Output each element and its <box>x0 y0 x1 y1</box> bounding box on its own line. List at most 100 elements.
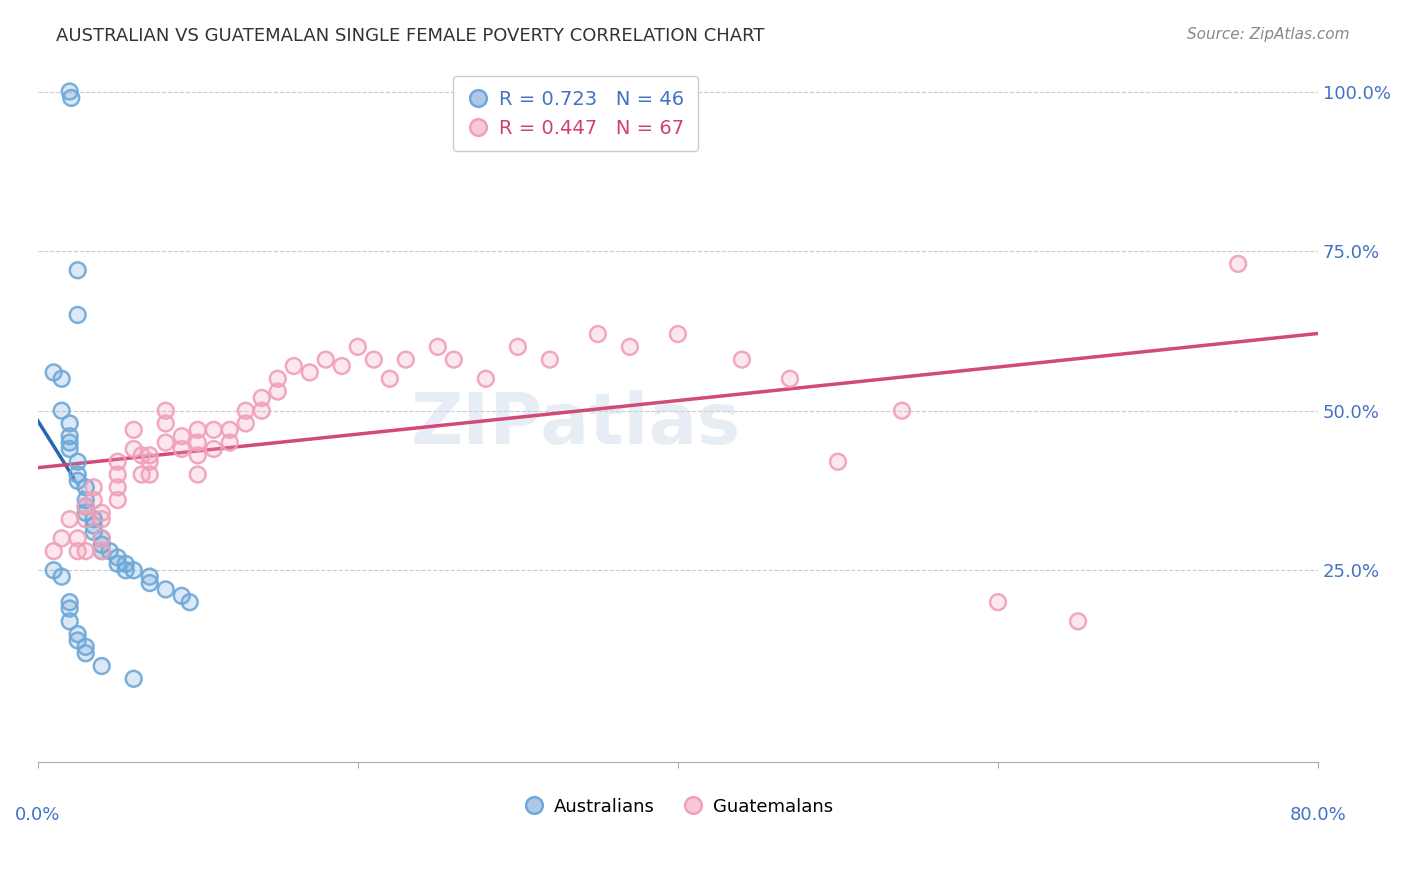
Point <box>187 435 209 450</box>
Point <box>891 403 914 417</box>
Point <box>75 544 97 558</box>
Point <box>42 563 65 577</box>
Point <box>987 595 1010 609</box>
Point <box>75 506 97 520</box>
Point <box>66 474 89 488</box>
Point <box>202 423 225 437</box>
Point <box>83 493 105 508</box>
Point <box>475 372 498 386</box>
Point <box>75 480 97 494</box>
Point <box>202 423 225 437</box>
Point <box>59 601 82 615</box>
Point <box>51 372 73 386</box>
Point <box>42 365 65 379</box>
Point <box>75 506 97 520</box>
Point <box>1067 615 1090 629</box>
Point <box>107 480 129 494</box>
Point <box>779 372 801 386</box>
Point <box>426 340 449 354</box>
Point <box>170 429 193 443</box>
Text: Source: ZipAtlas.com: Source: ZipAtlas.com <box>1187 27 1350 42</box>
Point <box>66 532 89 546</box>
Point <box>90 659 112 673</box>
Point <box>59 435 82 450</box>
Point <box>107 550 129 565</box>
Point <box>42 544 65 558</box>
Point <box>187 423 209 437</box>
Legend: Australians, Guatemalans: Australians, Guatemalans <box>516 790 839 823</box>
Point <box>346 340 368 354</box>
Point <box>42 563 65 577</box>
Point <box>170 429 193 443</box>
Point <box>90 532 112 546</box>
Point <box>218 435 240 450</box>
Point <box>619 340 641 354</box>
Point <box>779 372 801 386</box>
Point <box>59 595 82 609</box>
Point <box>107 493 129 508</box>
Point <box>59 417 82 431</box>
Point <box>75 544 97 558</box>
Point <box>235 403 257 417</box>
Point <box>267 384 290 399</box>
Point <box>83 512 105 526</box>
Point <box>114 557 136 571</box>
Point <box>66 532 89 546</box>
Point <box>138 455 160 469</box>
Point <box>187 435 209 450</box>
Point <box>83 524 105 539</box>
Point <box>90 532 112 546</box>
Point <box>138 467 160 482</box>
Point <box>138 449 160 463</box>
Point <box>122 672 145 686</box>
Point <box>75 500 97 514</box>
Point <box>731 352 754 367</box>
Point <box>122 442 145 456</box>
Point <box>155 403 177 417</box>
Point <box>66 627 89 641</box>
Point <box>131 467 153 482</box>
Point <box>75 500 97 514</box>
Point <box>235 417 257 431</box>
Point <box>155 435 177 450</box>
Point <box>66 455 89 469</box>
Point <box>90 512 112 526</box>
Point <box>267 372 290 386</box>
Point <box>83 518 105 533</box>
Point <box>42 365 65 379</box>
Point <box>298 365 321 379</box>
Point <box>83 512 105 526</box>
Point <box>315 352 337 367</box>
Point <box>131 467 153 482</box>
Point <box>66 455 89 469</box>
Point <box>59 85 82 99</box>
Point <box>107 467 129 482</box>
Point <box>122 563 145 577</box>
Point <box>59 512 82 526</box>
Point <box>75 646 97 660</box>
Point <box>138 576 160 591</box>
Point <box>122 423 145 437</box>
Point <box>395 352 418 367</box>
Point <box>75 640 97 654</box>
Point <box>122 442 145 456</box>
Point <box>346 340 368 354</box>
Point <box>90 532 112 546</box>
Point <box>90 544 112 558</box>
Point <box>170 589 193 603</box>
Point <box>586 327 609 342</box>
Point <box>619 340 641 354</box>
Point <box>59 435 82 450</box>
Point <box>107 480 129 494</box>
Point <box>330 359 353 373</box>
Point <box>187 467 209 482</box>
Point <box>51 569 73 583</box>
Point <box>138 449 160 463</box>
Point <box>107 455 129 469</box>
Point <box>90 506 112 520</box>
Point <box>250 403 273 417</box>
Point <box>107 550 129 565</box>
Point <box>538 352 561 367</box>
Point <box>1067 615 1090 629</box>
Point <box>75 500 97 514</box>
